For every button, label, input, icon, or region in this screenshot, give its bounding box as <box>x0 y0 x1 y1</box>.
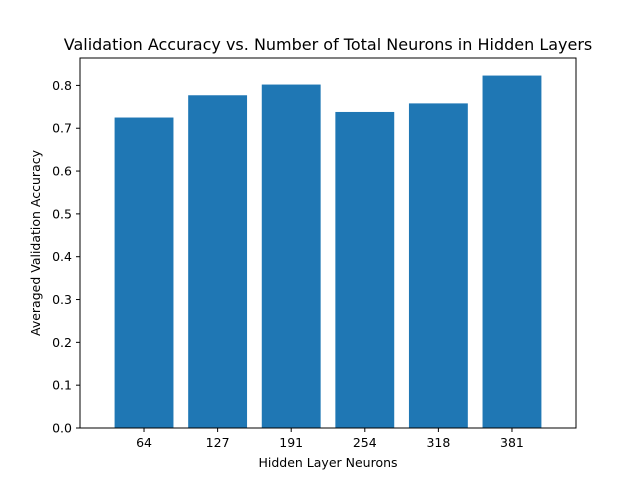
x-ticks-group: 64 127 191 254 318 381 <box>136 428 524 450</box>
chart-title: Validation Accuracy vs. Number of Total … <box>64 35 593 54</box>
y-tick-label: 0.4 <box>52 249 72 264</box>
axes-frame <box>79 57 577 429</box>
bar-381 <box>482 75 542 428</box>
x-tick-label: 191 <box>279 435 303 450</box>
x-tick-label: 64 <box>136 435 152 450</box>
y-tick-label: 0.5 <box>52 206 72 221</box>
y-axis-label: Averaged Validation Accuracy <box>28 149 43 336</box>
bar-191 <box>261 84 321 429</box>
x-tick-label: 318 <box>426 435 450 450</box>
bars-group <box>114 75 542 429</box>
y-tick-label: 0.1 <box>52 378 72 393</box>
y-tick-label: 0.8 <box>52 78 72 93</box>
y-tick-label: 0.7 <box>52 121 72 136</box>
y-tick-label: 0.6 <box>52 164 72 179</box>
x-tick-label: 254 <box>353 435 377 450</box>
y-tick-label: 0.3 <box>52 292 72 307</box>
y-tick-label: 0.2 <box>52 335 72 350</box>
bar-318 <box>408 103 468 428</box>
x-tick-label: 127 <box>206 435 230 450</box>
bar-127 <box>188 95 248 428</box>
y-ticks-group: 0.0 0.1 0.2 0.3 0.4 0.5 0.6 0.7 0.8 <box>52 78 80 436</box>
y-tick-label: 0.0 <box>52 421 72 436</box>
bar-64 <box>114 117 174 428</box>
x-tick-label: 381 <box>500 435 524 450</box>
x-axis-label: Hidden Layer Neurons <box>258 455 397 470</box>
bar-254 <box>335 111 395 429</box>
